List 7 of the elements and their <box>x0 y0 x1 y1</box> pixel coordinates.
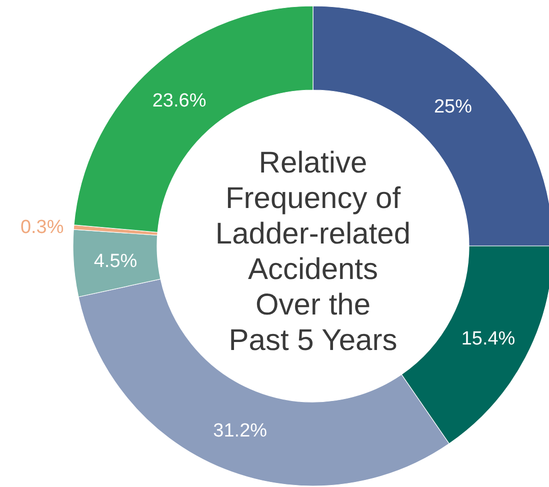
data-label: 23.6% <box>152 90 206 112</box>
data-label: 0.3% <box>20 217 64 238</box>
text: Relative Frequency of Ladder-related Accidents Over the Past 5 Years <box>215 146 411 357</box>
data-label: 25% <box>434 96 472 118</box>
data-label: 15.4% <box>461 328 516 350</box>
data-label: 31.2% <box>213 420 268 442</box>
data-label: 4.5% <box>94 250 138 272</box>
